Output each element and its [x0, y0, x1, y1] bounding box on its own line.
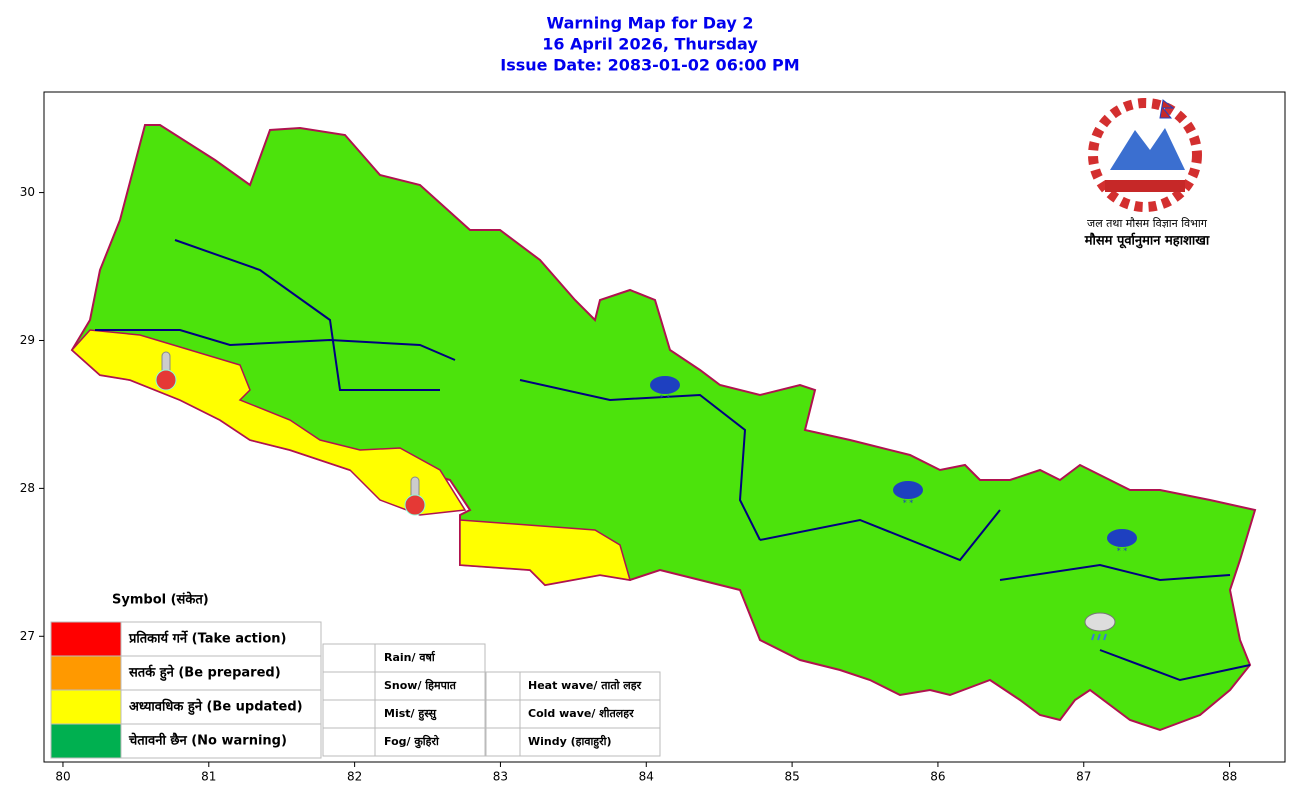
x-tick-label: 80 — [55, 770, 70, 784]
symbol-cell — [519, 671, 661, 701]
x-tick-label: 86 — [930, 770, 945, 784]
x-tick-label: 82 — [347, 770, 362, 784]
legend: Symbol (संकेत) प्रतिकार्य गर्ने (Take ac… — [50, 592, 661, 759]
symbol-cell — [374, 671, 486, 701]
symbol-cell — [374, 727, 486, 757]
x-tick-label: 84 — [639, 770, 654, 784]
title-line: 16 April 2026, Thursday — [542, 35, 758, 54]
y-tick-label: 30 — [20, 185, 35, 199]
svg-text:* *: * * — [1117, 547, 1128, 556]
x-tick-label: 85 — [784, 770, 799, 784]
agency-logo: जल तथा मौसम विज्ञान विभाग मौसम पूर्वानुम… — [1084, 98, 1210, 249]
symbol-icon-cell — [322, 727, 376, 757]
snow-icon: * * — [893, 481, 923, 508]
x-tick-label: 87 — [1076, 770, 1091, 784]
title-line: Issue Date: 2083-01-02 06:00 PM — [500, 56, 799, 75]
axes: 80 81 82 83 84 85 86 87 88 27 28 29 30 — [20, 185, 1238, 783]
x-tick-label: 88 — [1222, 770, 1237, 784]
map-frame — [43, 91, 1286, 763]
title-line: Warning Map for Day 2 — [547, 14, 754, 33]
symbol-icon-cell — [322, 643, 376, 673]
legend-title: Symbol (संकेत) — [112, 592, 209, 608]
symbol-icon-cell — [485, 671, 521, 701]
legend-swatch — [50, 689, 122, 725]
symbol-icon-cell — [322, 671, 376, 701]
legend-swatch — [50, 621, 122, 657]
x-tick-label: 81 — [201, 770, 216, 784]
legend-swatch — [50, 723, 122, 759]
legend-cell — [120, 621, 322, 657]
region-be-updated — [459, 519, 632, 586]
symbol-icon-cell — [485, 727, 521, 757]
y-tick-label: 29 — [20, 333, 35, 347]
legend-label: प्रतिकार्य गर्ने (Take action) — [128, 631, 286, 647]
symbol-label: Windy (हावाहुरी) — [528, 734, 612, 749]
symbol-cell — [519, 699, 661, 729]
rain-icon — [1084, 612, 1116, 641]
province-border — [95, 239, 1251, 682]
snow-icon: * * — [650, 376, 680, 403]
svg-text:* *: * * — [660, 394, 671, 403]
symbol-label: Fog/ कुहिरो — [384, 734, 440, 749]
svg-text:* *: * * — [903, 499, 914, 508]
y-tick-label: 28 — [20, 481, 35, 495]
legend-swatch — [50, 655, 122, 691]
symbol-cell — [374, 643, 486, 673]
legend-label: चेतावनी छैन (No warning) — [128, 733, 287, 749]
snow-icon: * * — [1107, 529, 1137, 556]
weather-icons: * * * * * * — [155, 351, 1137, 641]
x-tick-label: 83 — [493, 770, 508, 784]
symbol-cell — [374, 699, 486, 729]
heat-wave-icon — [155, 351, 177, 391]
division-name: मौसम पूर्वानुमान महाशाखा — [1084, 233, 1210, 249]
legend-label: सतर्क हुने (Be prepared) — [128, 665, 281, 682]
symbol-label: Rain/ वर्षा — [384, 650, 436, 664]
symbol-label: Mist/ हुस्सु — [384, 707, 437, 721]
department-name: जल तथा मौसम विज्ञान विभाग — [1087, 217, 1208, 230]
legend-cell — [120, 723, 322, 759]
symbol-cell — [519, 727, 661, 757]
symbol-label: Cold wave/ शीतलहर — [528, 706, 634, 720]
legend-cell — [120, 655, 322, 691]
symbol-label: Snow/ हिमपात — [384, 678, 457, 692]
y-tick-label: 27 — [20, 629, 35, 643]
symbol-icon-cell — [322, 699, 376, 729]
legend-label: अध्यावधिक हुने (Be updated) — [129, 699, 303, 716]
symbol-label: Heat wave/ तातो लहर — [528, 678, 642, 692]
heat-wave-icon — [404, 476, 426, 516]
symbol-icon-cell — [485, 699, 521, 729]
